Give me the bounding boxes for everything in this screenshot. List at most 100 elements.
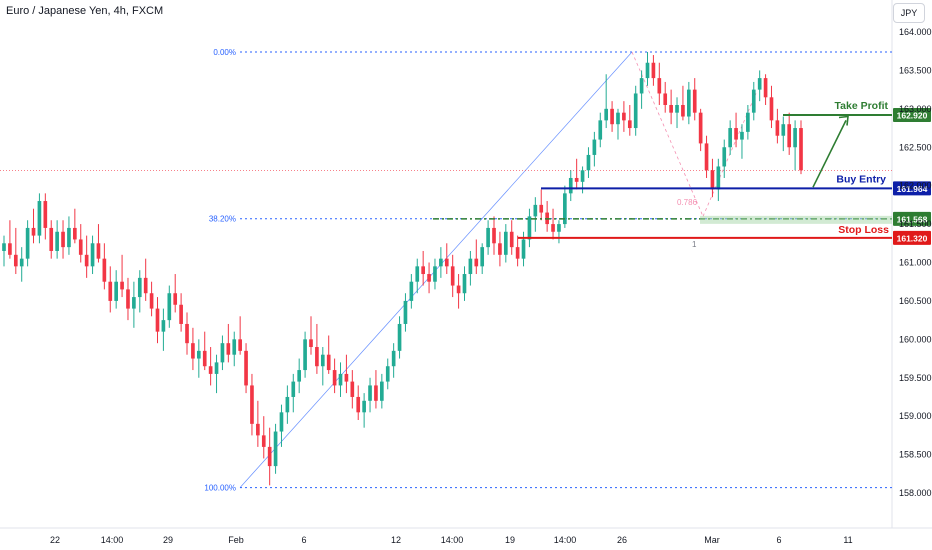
candle-up: [568, 170, 573, 202]
candle-body: [669, 104, 673, 113]
candle-up: [137, 270, 142, 313]
candle-up: [439, 247, 443, 278]
candle-up: [55, 220, 59, 259]
candle-body: [586, 154, 591, 171]
candle-body: [462, 274, 467, 294]
candle-body: [291, 381, 296, 397]
candle-up: [598, 112, 603, 148]
price-tick-label: 158.500: [899, 450, 932, 460]
candle-body: [757, 78, 762, 90]
candle-body: [456, 285, 461, 294]
candle-body: [421, 266, 425, 275]
candle-body: [557, 224, 561, 232]
candle-body: [344, 373, 349, 382]
candle-up: [37, 193, 42, 244]
price-tick-label: 163.000: [899, 104, 932, 114]
candle-up: [716, 158, 721, 202]
candle-up: [214, 354, 219, 394]
candle-body: [775, 120, 780, 136]
candle-down: [427, 262, 431, 294]
fib-level-label: 100.00%: [204, 484, 236, 493]
candle-body: [155, 308, 160, 332]
candle-body: [214, 362, 219, 374]
time-tick-label: 14:00: [441, 535, 464, 545]
candle-down: [539, 189, 544, 221]
candle-body: [67, 227, 71, 248]
candle-body: [604, 108, 609, 121]
candle-down: [96, 224, 101, 263]
candle-body: [297, 370, 302, 382]
candle-body: [326, 354, 331, 371]
candle-up: [503, 224, 508, 263]
candle-body: [362, 400, 366, 413]
candle-body: [173, 293, 178, 305]
candle-down: [545, 201, 549, 232]
candle-up: [757, 70, 762, 102]
candle-up: [403, 293, 408, 332]
price-tick-label: 163.500: [899, 65, 932, 75]
candle-up: [338, 362, 343, 397]
candle-up: [273, 423, 278, 474]
candle-down: [710, 158, 715, 198]
candle-body: [444, 258, 449, 267]
fib-retracement: 0.00% 38.20% 100.00% 0.786 1: [0, 48, 892, 493]
candle-down: [179, 293, 183, 332]
candle-body: [2, 243, 6, 251]
price-tick-label: 159.000: [899, 411, 932, 421]
candle-body: [698, 112, 703, 144]
candle-body: [285, 396, 290, 413]
candle-up: [220, 335, 225, 371]
time-tick-label: 14:00: [101, 535, 124, 545]
candle-body: [320, 354, 325, 367]
candle-down: [173, 274, 178, 313]
stop-loss-label: Stop Loss: [838, 224, 889, 236]
candle-up: [362, 393, 366, 428]
candle-body: [675, 104, 679, 113]
buy-entry-price-box: [893, 181, 931, 196]
candle-body: [332, 370, 337, 386]
candle-up: [740, 124, 744, 159]
candle-down: [627, 104, 632, 136]
candle-up: [527, 208, 532, 248]
candle-down: [663, 81, 668, 113]
candle-up: [793, 120, 797, 171]
candle-up: [397, 316, 402, 359]
candle-down: [350, 370, 355, 409]
currency-button[interactable]: JPY: [893, 3, 925, 23]
candle-up: [161, 308, 166, 351]
candle-body: [580, 170, 585, 182]
candle-body: [368, 385, 372, 401]
candle-body: [746, 112, 750, 132]
candle-down: [474, 239, 479, 275]
candle-body: [409, 281, 414, 301]
candle-body: [728, 128, 732, 148]
candle-body: [191, 343, 195, 359]
candle-body: [397, 323, 402, 351]
candle-up: [391, 343, 396, 378]
candle-body: [450, 266, 455, 286]
candle-body: [509, 231, 514, 248]
candle-body: [657, 78, 662, 94]
candle-body: [663, 93, 668, 105]
candle-body: [90, 243, 95, 267]
candle-body: [185, 323, 189, 344]
candle-down: [238, 316, 242, 355]
candle-down: [256, 400, 260, 447]
candle-body: [639, 78, 644, 94]
candle-body: [208, 366, 213, 374]
candle-up: [586, 147, 591, 178]
candle-body: [279, 412, 284, 432]
candle-up: [303, 331, 307, 378]
candle-body: [380, 381, 384, 401]
candle-body: [751, 89, 756, 113]
candle-body: [73, 227, 77, 240]
candle-body: [710, 170, 715, 190]
candle-up: [486, 220, 490, 255]
candle-down: [226, 323, 231, 363]
candle-down: [492, 216, 496, 255]
candle-down: [799, 120, 803, 175]
candle-body: [503, 231, 508, 255]
candle-body: [374, 385, 378, 401]
candle-body: [232, 339, 237, 355]
